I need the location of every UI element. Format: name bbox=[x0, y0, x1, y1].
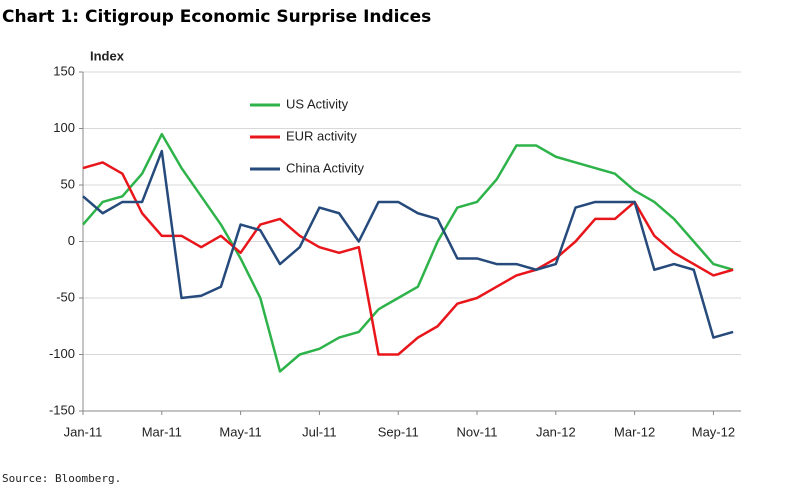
y-tick-label: -100 bbox=[49, 346, 75, 361]
source-note: Source: Bloomberg. bbox=[2, 472, 121, 485]
legend-label: EUR activity bbox=[286, 128, 357, 143]
y-tick-label: -50 bbox=[56, 289, 75, 304]
x-tick-label: May-12 bbox=[692, 424, 735, 439]
series-line bbox=[82, 161, 734, 356]
x-tick-label: Jan-11 bbox=[64, 424, 103, 439]
y-tick-label: 0 bbox=[68, 233, 75, 248]
series-line bbox=[82, 149, 734, 339]
x-tick-label: Jan-12 bbox=[536, 424, 576, 439]
x-tick-label: May-11 bbox=[219, 424, 261, 439]
x-tick-label: Sep-11 bbox=[378, 424, 419, 439]
legend-label: US Activity bbox=[286, 96, 349, 111]
legend-label: China Activity bbox=[286, 160, 365, 175]
y-tick-label: 150 bbox=[53, 63, 75, 78]
x-tick-label: Mar-11 bbox=[142, 424, 182, 439]
x-tick-label: Nov-11 bbox=[457, 424, 498, 439]
x-tick-label: Mar-12 bbox=[614, 424, 655, 439]
chart-title: Chart 1: Citigroup Economic Surprise Ind… bbox=[2, 7, 431, 27]
x-tick-label: Jul-11 bbox=[302, 424, 336, 439]
y-tick-label: 100 bbox=[53, 120, 75, 135]
y-axis-label: Index bbox=[90, 48, 125, 63]
y-tick-label: -150 bbox=[49, 402, 75, 417]
series-line bbox=[82, 132, 734, 373]
y-tick-label: 50 bbox=[61, 176, 75, 191]
